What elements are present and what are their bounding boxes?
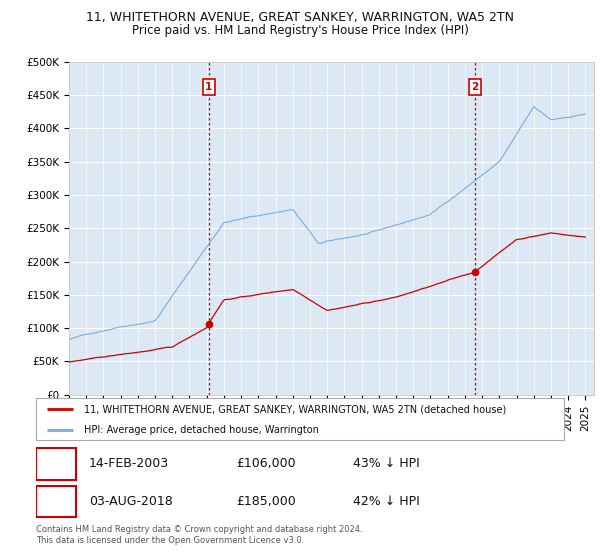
Text: Contains HM Land Registry data © Crown copyright and database right 2024.
This d: Contains HM Land Registry data © Crown c… <box>36 525 362 545</box>
Text: 1: 1 <box>52 458 60 470</box>
Text: 11, WHITETHORN AVENUE, GREAT SANKEY, WARRINGTON, WA5 2TN (detached house): 11, WHITETHORN AVENUE, GREAT SANKEY, WAR… <box>83 404 506 414</box>
Text: HPI: Average price, detached house, Warrington: HPI: Average price, detached house, Warr… <box>83 426 319 435</box>
Text: 1: 1 <box>205 82 212 92</box>
Text: £185,000: £185,000 <box>236 495 296 508</box>
Text: £106,000: £106,000 <box>236 458 296 470</box>
Text: 43% ↓ HPI: 43% ↓ HPI <box>353 458 419 470</box>
Text: 14-FEB-2003: 14-FEB-2003 <box>89 458 169 470</box>
Text: 03-AUG-2018: 03-AUG-2018 <box>89 495 173 508</box>
FancyBboxPatch shape <box>36 486 76 517</box>
Text: 2: 2 <box>471 82 479 92</box>
Text: 42% ↓ HPI: 42% ↓ HPI <box>353 495 419 508</box>
Text: 11, WHITETHORN AVENUE, GREAT SANKEY, WARRINGTON, WA5 2TN: 11, WHITETHORN AVENUE, GREAT SANKEY, WAR… <box>86 11 514 24</box>
Text: Price paid vs. HM Land Registry's House Price Index (HPI): Price paid vs. HM Land Registry's House … <box>131 24 469 36</box>
FancyBboxPatch shape <box>36 448 76 479</box>
Text: 2: 2 <box>52 495 60 508</box>
